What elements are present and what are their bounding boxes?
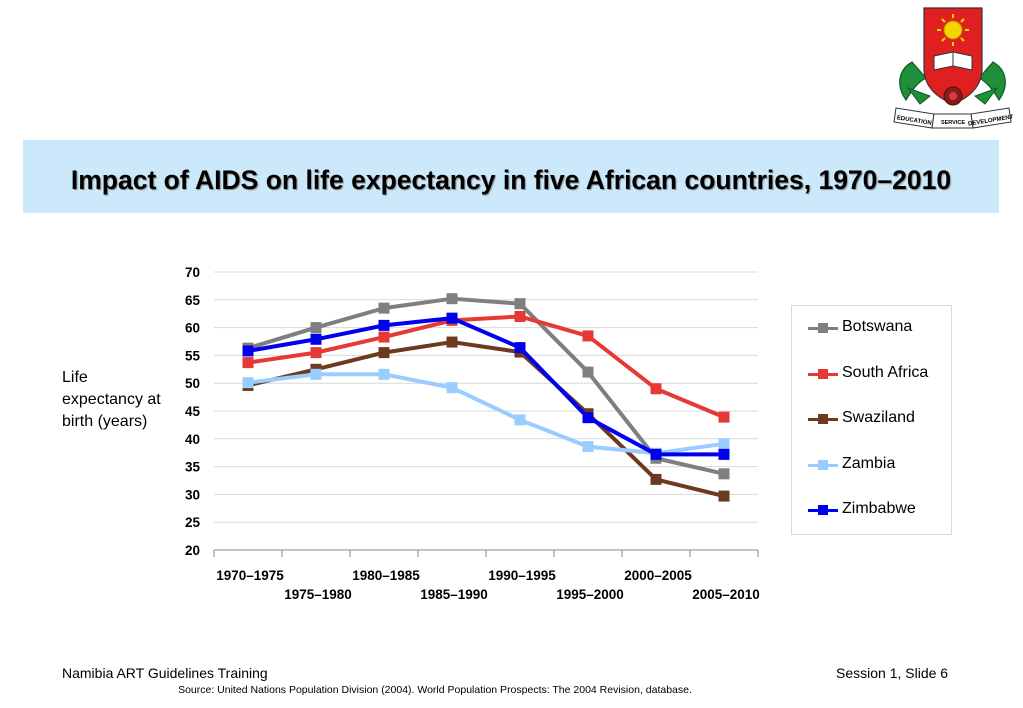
data-point (718, 448, 730, 460)
legend-marker (818, 505, 828, 515)
data-point (242, 345, 254, 357)
y-tick-label: 30 (185, 487, 200, 502)
y-tick-label: 25 (185, 515, 201, 530)
x-axis: 1970–19751975–19801980–19851985–19901990… (213, 549, 760, 602)
series-zambia (242, 368, 730, 459)
series-line (247, 296, 725, 476)
data-point (650, 383, 662, 395)
data-point (446, 312, 458, 324)
x-tick-label: 1990–1995 (488, 568, 556, 583)
y-axis-ticks: 20 25 30 35 40 45 50 55 60 65 70 (185, 265, 201, 558)
series-line (247, 340, 725, 499)
x-tick-label: 1985–1990 (420, 587, 488, 602)
y-tick-label: 20 (185, 543, 200, 558)
data-point (718, 468, 730, 480)
legend-marker (818, 323, 828, 333)
data-point (514, 310, 526, 322)
data-point (514, 414, 526, 426)
data-point (582, 330, 594, 342)
series-line (247, 316, 724, 457)
series-zimbabwe (242, 312, 730, 460)
data-point (650, 448, 662, 460)
legend-marker (818, 414, 828, 424)
series-swaziland (242, 336, 730, 502)
y-tick-label: 60 (185, 321, 200, 336)
x-tick-label: 1980–1985 (352, 568, 420, 583)
x-tick-label: 1970–1975 (216, 568, 284, 583)
data-point (378, 347, 390, 359)
data-point (446, 293, 458, 305)
data-point (378, 331, 390, 343)
data-point (310, 333, 322, 345)
footer-course-title: Namibia ART Guidelines Training (62, 665, 268, 681)
data-point (582, 366, 594, 378)
data-point (446, 336, 458, 348)
university-crest-icon: EDUCATION DEVELOPMENT SERVICE (893, 7, 1014, 129)
crest-banner-bottom: SERVICE (941, 120, 965, 126)
series-line (247, 372, 725, 456)
data-point (378, 302, 390, 314)
data-point (378, 368, 390, 380)
source-citation: Source: United Nations Population Divisi… (178, 684, 692, 696)
y-tick-label: 50 (185, 376, 200, 391)
data-point (242, 377, 254, 389)
title-band: Impact of AIDS on life expectancy in fiv… (23, 140, 999, 213)
x-tick-label: 2000–2005 (624, 568, 692, 583)
slide-title: Impact of AIDS on life expectancy in fiv… (70, 165, 952, 195)
data-point (650, 473, 662, 485)
legend-label: Swaziland (842, 409, 915, 426)
data-point (378, 319, 390, 331)
data-point (514, 342, 526, 354)
data-point (582, 412, 594, 424)
y-tick-label: 70 (185, 265, 200, 280)
series-line (247, 314, 725, 419)
y-tick-label: 40 (185, 432, 200, 447)
legend-label: South Africa (842, 363, 929, 381)
footer-slide-number: Session 1, Slide 6 (836, 665, 949, 681)
crest-banner-left: EDUCATION (896, 115, 932, 126)
y-tick-label: 35 (185, 460, 201, 475)
data-point (242, 357, 254, 369)
x-tick-label: 1995–2000 (556, 587, 624, 602)
data-point (718, 438, 730, 450)
chart-legend: Botswana South Africa Swaziland Zambia Zimba… (791, 305, 952, 535)
x-tick-label: 1975–1980 (284, 587, 352, 602)
y-tick-label: 45 (185, 404, 201, 419)
data-point (582, 441, 594, 453)
legend-marker (818, 368, 828, 379)
data-point (310, 347, 322, 359)
chart-series (242, 293, 730, 502)
y-tick-label: 55 (185, 348, 201, 363)
y-axis-label: Life expectancy at birth (years) (62, 369, 161, 430)
data-point (446, 382, 458, 394)
data-point (514, 298, 526, 310)
data-point (718, 490, 730, 502)
x-tick-label: 2005–2010 (692, 587, 760, 602)
legend-label: Zambia (842, 454, 896, 472)
y-tick-label: 65 (185, 293, 201, 308)
data-point (310, 322, 322, 334)
legend-label: Zimbabwe (842, 500, 916, 517)
data-point (718, 411, 730, 423)
legend-marker (818, 459, 828, 470)
data-point (310, 368, 322, 380)
legend-label: Botswana (842, 318, 913, 335)
